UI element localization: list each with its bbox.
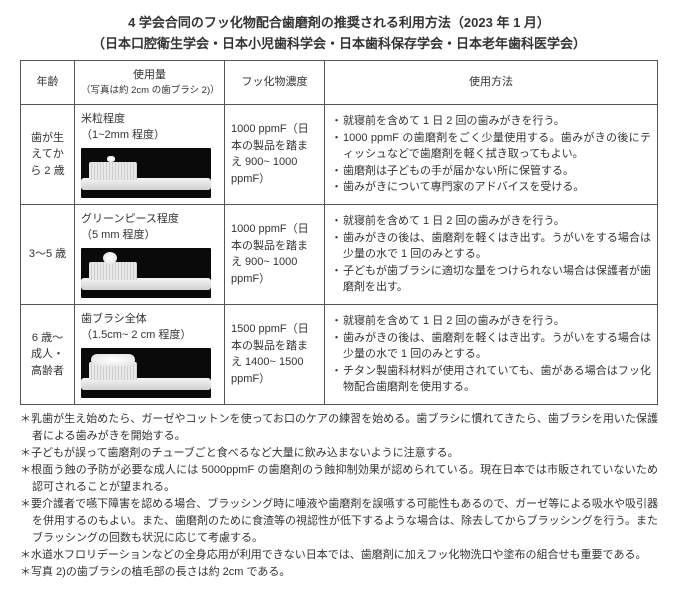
toothbrush-image [81, 248, 211, 298]
usage-cell: 就寝前を含めて 1 日 2 回の歯みがきを行う。歯みがきの後は、歯磨剤を軽くはき… [325, 204, 658, 304]
usage-cell: 就寝前を含めて 1 日 2 回の歯みがきを行う。1000 ppmF の歯磨剤をご… [325, 104, 658, 204]
usage-cell: 就寝前を含めて 1 日 2 回の歯みがきを行う。歯みがきの後は、歯磨剤を軽くはき… [325, 304, 658, 404]
footnote-item: ＊根面う蝕の予防が必要な成人には 5000ppmF の歯磨剤のう蝕抑制効果が認め… [20, 462, 658, 496]
header-amount-sub: （写真は約 2cm の歯ブラシ 2)） [81, 84, 218, 98]
usage-item: チタン製歯科材料が使用されていても、歯がある場合はフッ化物配合歯磨剤を使用する。 [331, 363, 651, 396]
amount-sub: （1~2mm 程度） [81, 127, 218, 144]
usage-item: 歯みがきについて専門家のアドバイスを受ける。 [331, 179, 651, 196]
amount-sub: （5 mm 程度） [81, 227, 218, 244]
table-row: 歯が生えてから 2 歳米粒程度（1~2mm 程度）1000 ppmF（日本の製品… [21, 104, 658, 204]
footnote-item: ＊水道水フロリデーションなどの全身応用が利用できない日本では、歯磨剤に加えフッ化… [20, 547, 658, 564]
subtitle: （日本口腔衛生学会・日本小児歯科学会・日本歯科保存学会・日本老年歯科医学会） [20, 33, 658, 52]
amount-cell: グリーンピース程度（5 mm 程度） [75, 204, 225, 304]
usage-item: 1000 ppmF の歯磨剤をごく少量使用する。歯みがきの後にティッシュなどで歯… [331, 130, 651, 163]
usage-item: 歯磨剤は子どもの手が届かない所に保管する。 [331, 163, 651, 180]
amount-title: 米粒程度 [81, 111, 218, 128]
age-cell: 6 歳～成人・高齢者 [21, 304, 75, 404]
header-usage: 使用方法 [325, 61, 658, 105]
usage-item: 子どもが歯ブラシに適切な量をつけられない場合は保護者が歯磨剤を出す。 [331, 263, 651, 296]
usage-item: 就寝前を含めて 1 日 2 回の歯みがきを行う。 [331, 113, 651, 130]
footnotes: ＊乳歯が生え始めたら、ガーゼやコットンを使ってお口のケアの練習を始める。歯ブラシ… [20, 411, 658, 581]
amount-title: 歯ブラシ全体 [81, 311, 218, 328]
concentration-cell: 1000 ppmF（日本の製品を踏まえ 900~ 1000 ppmF） [225, 204, 325, 304]
usage-item: 歯みがきの後は、歯磨剤を軽くはき出す。うがいをする場合は少量の水で 1 回のみと… [331, 330, 651, 363]
amount-cell: 米粒程度（1~2mm 程度） [75, 104, 225, 204]
header-conc: フッ化物濃度 [225, 61, 325, 105]
header-amount: 使用量 （写真は約 2cm の歯ブラシ 2)） [75, 61, 225, 105]
toothbrush-image [81, 348, 211, 398]
amount-title: グリーンピース程度 [81, 211, 218, 228]
toothbrush-image [81, 148, 211, 198]
concentration-cell: 1500 ppmF（日本の製品を踏まえ 1400~ 1500 ppmF） [225, 304, 325, 404]
recommendation-table: 年齢 使用量 （写真は約 2cm の歯ブラシ 2)） フッ化物濃度 使用方法 歯… [20, 60, 658, 405]
usage-item: 就寝前を含めて 1 日 2 回の歯みがきを行う。 [331, 313, 651, 330]
age-cell: 歯が生えてから 2 歳 [21, 104, 75, 204]
footnote-item: ＊乳歯が生え始めたら、ガーゼやコットンを使ってお口のケアの練習を始める。歯ブラシ… [20, 411, 658, 445]
header-age: 年齢 [21, 61, 75, 105]
amount-sub: （1.5cm~ 2 cm 程度） [81, 327, 218, 344]
table-row: 3～5 歳グリーンピース程度（5 mm 程度）1000 ppmF（日本の製品を踏… [21, 204, 658, 304]
footnote-item: ＊子どもが誤って歯磨剤のチューブごと食べるなど大量に飲み込まないように注意する。 [20, 445, 658, 462]
usage-item: 就寝前を含めて 1 日 2 回の歯みがきを行う。 [331, 213, 651, 230]
amount-cell: 歯ブラシ全体（1.5cm~ 2 cm 程度） [75, 304, 225, 404]
footnote-item: ＊写真 2)の歯ブラシの植毛部の長さは約 2cm である。 [20, 564, 658, 581]
usage-item: 歯みがきの後は、歯磨剤を軽くはき出す。うがいをする場合は少量の水で 1 回のみと… [331, 230, 651, 263]
table-row: 6 歳～成人・高齢者歯ブラシ全体（1.5cm~ 2 cm 程度）1500 ppm… [21, 304, 658, 404]
footnote-item: ＊要介護者で嚥下障害を認める場合、ブラッシング時に唾液や歯磨剤を誤嚥する可能性も… [20, 496, 658, 547]
age-cell: 3～5 歳 [21, 204, 75, 304]
main-title: 4 学会合同のフッ化物配合歯磨剤の推奨される利用方法（2023 年 1 月） [20, 12, 658, 31]
header-amount-label: 使用量 [81, 67, 218, 84]
concentration-cell: 1000 ppmF（日本の製品を踏まえ 900~ 1000 ppmF） [225, 104, 325, 204]
